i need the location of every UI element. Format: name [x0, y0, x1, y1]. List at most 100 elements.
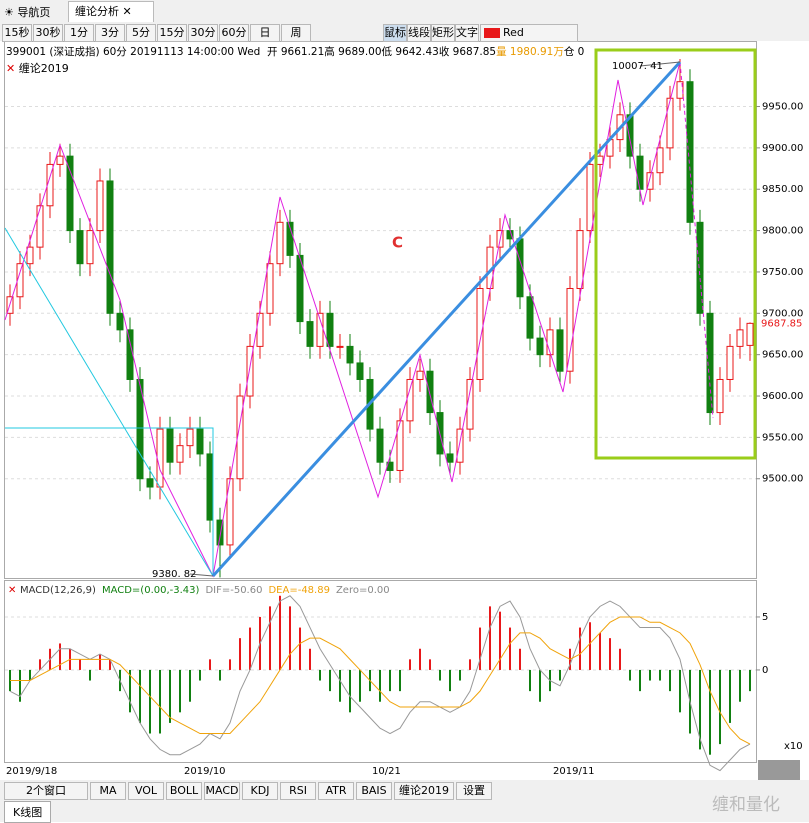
- indicator-button[interactable]: RSI: [280, 782, 316, 800]
- y-tick-label: 9650.00: [762, 350, 803, 361]
- candle-body: [126, 329, 134, 380]
- candle-body: [356, 362, 364, 380]
- indicator-button[interactable]: MA: [90, 782, 126, 800]
- period-button[interactable]: 15秒: [2, 24, 32, 42]
- candle-body: [346, 345, 354, 364]
- legend-entry: DEA=-48.89: [268, 585, 329, 596]
- close-icon[interactable]: ✕: [8, 585, 16, 596]
- candle-body: [446, 453, 454, 463]
- candle-body: [426, 370, 434, 414]
- period-button[interactable]: 日: [250, 24, 280, 42]
- indicator-button[interactable]: MACD: [204, 782, 240, 800]
- candle-body: [246, 345, 254, 397]
- candle-body: [686, 81, 694, 223]
- x-label: 2019/9/18: [6, 766, 57, 777]
- candle-body: [36, 205, 44, 248]
- last-price: 9687.85: [761, 318, 802, 329]
- candle-body: [416, 370, 424, 380]
- tab-label: 缠论分析: [75, 5, 119, 18]
- y-tick-label: 9900.00: [762, 143, 803, 154]
- candle-body: [96, 180, 104, 232]
- indicator-button[interactable]: KDJ: [242, 782, 278, 800]
- candle-body: [26, 246, 34, 265]
- candle-body: [86, 230, 94, 265]
- tool-button[interactable]: 矩形: [431, 24, 455, 42]
- candle-body: [736, 329, 744, 347]
- unit-label: x10: [784, 741, 803, 752]
- open: 开 9661.21: [267, 46, 325, 58]
- candle-body: [596, 155, 604, 165]
- candle-body: [136, 378, 144, 480]
- indicator-button[interactable]: BAIS: [356, 782, 392, 800]
- candle-body: [746, 322, 754, 346]
- quote-info: 399001 (深证成指) 60分 20191113 14:00:00 Wed …: [6, 44, 584, 59]
- tool-button[interactable]: 文字: [455, 24, 479, 42]
- candle-body: [306, 321, 314, 347]
- candle-body: [76, 230, 84, 265]
- candle-body: [156, 428, 164, 488]
- x-label: 10/21: [372, 766, 401, 777]
- period-button[interactable]: 60分: [219, 24, 249, 42]
- x-label: 2019/10: [184, 766, 226, 777]
- candle-body: [556, 329, 564, 372]
- indicator-button[interactable]: 2个窗口: [4, 782, 88, 800]
- indicator-button[interactable]: 设置: [456, 782, 492, 800]
- candle-body: [56, 155, 64, 165]
- candle-body: [176, 445, 184, 463]
- candle-body: [256, 312, 264, 347]
- candle-body: [696, 221, 704, 314]
- cyan-box: [5, 427, 214, 576]
- legend-entry: MACD=(0.00,-3.43): [102, 585, 200, 596]
- candle-body: [716, 378, 724, 414]
- bottom-tab[interactable]: K线图: [4, 801, 52, 823]
- tool-button[interactable]: 鼠标: [383, 24, 407, 42]
- period-button[interactable]: 3分: [95, 24, 125, 42]
- candle-body: [646, 172, 654, 190]
- indicator-button[interactable]: VOL: [128, 782, 164, 800]
- candle-body: [296, 254, 304, 323]
- candle-body: [116, 312, 124, 331]
- last-price-box: [758, 316, 806, 331]
- symbol: 399001 (深证成指) 60分 20191113 14:00:00 Wed: [6, 46, 261, 58]
- candle-body: [456, 428, 464, 463]
- period-button[interactable]: 周: [281, 24, 311, 42]
- candle-body: [66, 155, 74, 232]
- indicator-button[interactable]: ATR: [318, 782, 354, 800]
- macd-legend: MACD(12,26,9) MACD=(0.00,-3.43) DIF=-50.60…: [20, 585, 390, 596]
- scroll-block: [758, 760, 800, 780]
- leader: [639, 61, 681, 67]
- period-button[interactable]: 15分: [157, 24, 187, 42]
- tool-button[interactable]: 线段: [407, 24, 431, 42]
- candle-body: [376, 428, 384, 463]
- period-button[interactable]: 30分: [188, 24, 218, 42]
- dashed-segment: [679, 61, 714, 419]
- candle-body: [206, 453, 214, 521]
- price-frame: [4, 41, 757, 579]
- tab[interactable]: ☀ 导航页: [4, 6, 51, 19]
- period-button[interactable]: 30秒: [33, 24, 63, 42]
- low: 低 9642.43: [381, 46, 439, 58]
- legend-entry: DIF=-50.60: [205, 585, 262, 596]
- candle-body: [286, 221, 294, 256]
- bottom-tabs: K线图: [0, 800, 809, 823]
- position: 仓 0: [563, 46, 585, 58]
- y-tick-label: 9700.00: [762, 308, 803, 319]
- highlight-box: [594, 48, 757, 460]
- y-tick-label: 9500.00: [762, 474, 803, 485]
- zigzag: [4, 61, 681, 578]
- candle-body: [666, 97, 674, 149]
- indicator-button[interactable]: 缠论2019: [394, 782, 454, 800]
- volume: 量 1980.91万: [496, 46, 564, 58]
- candle-body: [226, 478, 234, 546]
- candle-body: [566, 287, 574, 372]
- period-button[interactable]: 5分: [126, 24, 156, 42]
- cyan-line: [4, 227, 214, 577]
- indicator-button[interactable]: BOLL: [166, 782, 202, 800]
- candle-body: [656, 147, 664, 174]
- candle-body: [146, 478, 154, 488]
- color-select[interactable]: Red: [480, 24, 578, 42]
- period-button[interactable]: 1分: [64, 24, 94, 42]
- candle-body: [396, 420, 404, 471]
- y-tick-label: 9950.00: [762, 102, 803, 113]
